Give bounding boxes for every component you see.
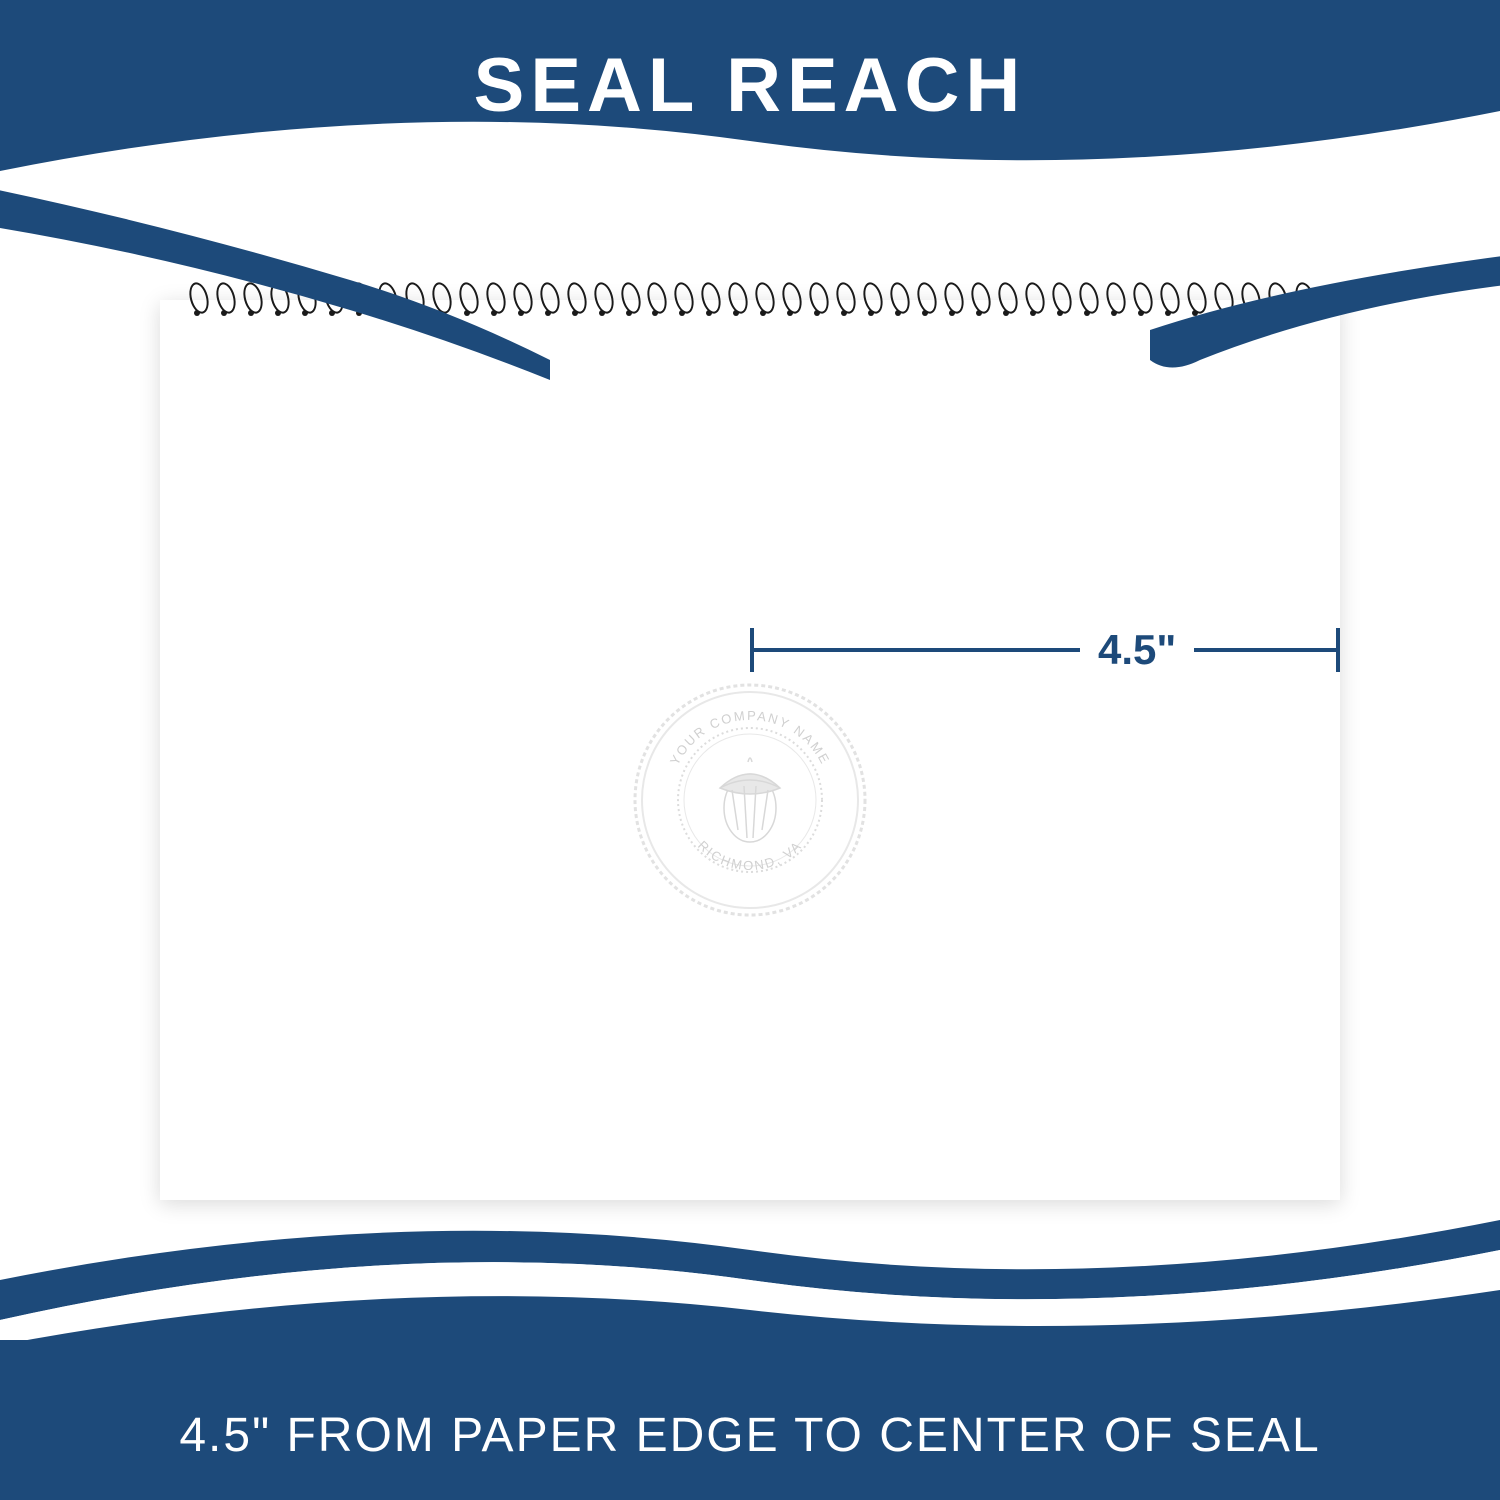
spiral-ring [622,282,636,318]
header-banner: SEAL REACH [0,0,1500,200]
spiral-ring [568,282,582,318]
spiral-ring [1080,282,1094,318]
dimension-value: 4.5" [1080,626,1194,674]
seal-bottom-text: RICHMOND, VA [695,838,805,873]
notebook-paper: 4.5" YOUR COMPANY NAME [160,300,1340,1200]
svg-text:RICHMOND, VA: RICHMOND, VA [695,838,805,873]
embossed-seal: YOUR COMPANY NAME RICHMOND, VA [630,680,870,920]
footer-banner: 4.5" FROM PAPER EDGE TO CENTER OF SEAL [0,1340,1500,1500]
right-swoosh-decoration [1150,250,1500,400]
spiral-ring [729,282,743,318]
spiral-ring [1134,282,1148,318]
spiral-ring [1053,282,1067,318]
content-area: 4.5" YOUR COMPANY NAME [0,280,1500,1280]
spiral-ring [864,282,878,318]
spiral-ring [1107,282,1121,318]
footer-wave-decoration [0,1180,1500,1360]
spiral-ring [810,282,824,318]
spiral-ring [891,282,905,318]
spiral-ring [675,282,689,318]
spiral-ring [702,282,716,318]
dimension-bar [750,648,1340,652]
spiral-ring [595,282,609,318]
spiral-ring [756,282,770,318]
spiral-ring [648,282,662,318]
spiral-ring [972,282,986,318]
spiral-ring [999,282,1013,318]
seal-icon: YOUR COMPANY NAME RICHMOND, VA [630,680,870,920]
dimension-tick-right [1336,628,1340,672]
left-swoosh-decoration [0,180,550,380]
spiral-ring [918,282,932,318]
spiral-ring [837,282,851,318]
footer-caption: 4.5" FROM PAPER EDGE TO CENTER OF SEAL [179,1408,1320,1463]
spiral-ring [1026,282,1040,318]
spiral-ring [945,282,959,318]
dimension-indicator: 4.5" [750,620,1340,680]
spiral-ring [783,282,797,318]
